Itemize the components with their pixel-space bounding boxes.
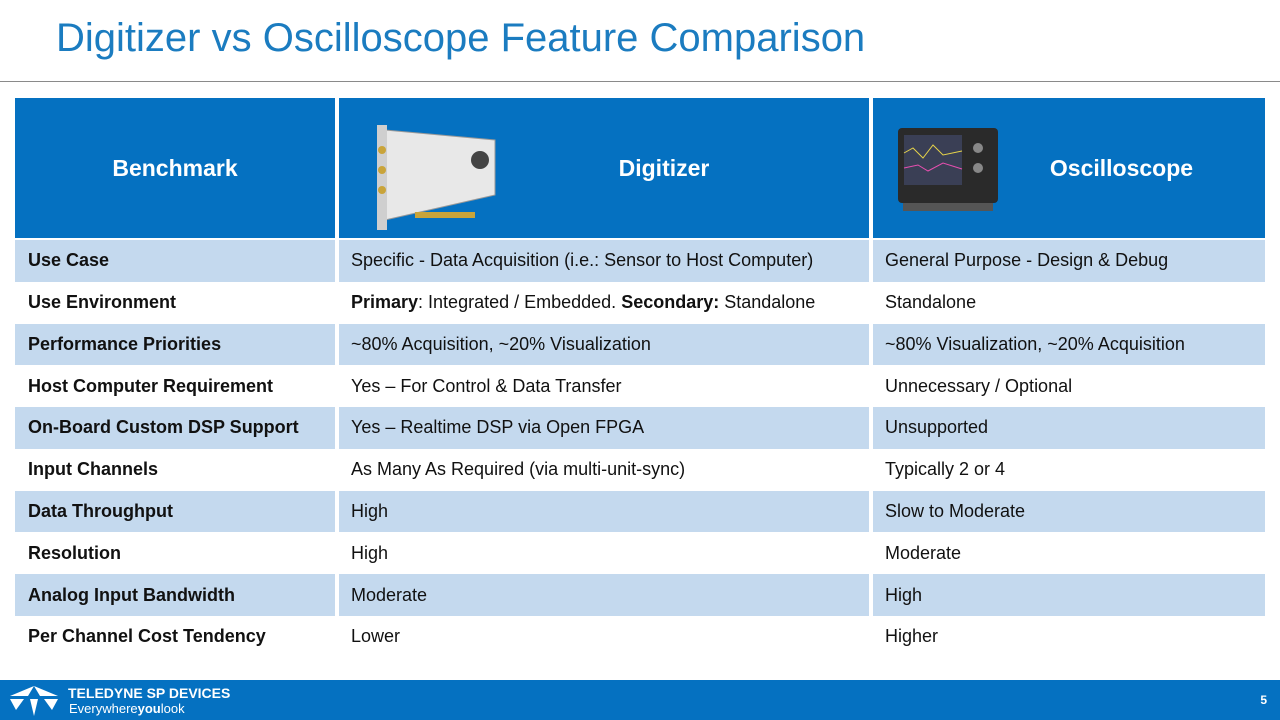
table-cell: Unsupported: [873, 407, 1265, 449]
table-cell: Resolution: [28, 542, 121, 563]
table-cell: Typically 2 or 4: [885, 459, 1006, 480]
table-cell: Moderate: [885, 542, 962, 563]
table-cell: Moderate: [339, 574, 869, 616]
title-rule: [0, 81, 1280, 82]
table-cell: Use Environment: [28, 292, 177, 313]
table-cell: General Purpose - Design & Debug: [873, 240, 1265, 282]
table-cell: Yes – For Control & Data Transfer: [351, 375, 622, 396]
cell-text: Standalone: [719, 292, 816, 313]
table-row: Analog Input Bandwidth Moderate High: [15, 574, 1265, 616]
table-row: Resolution High Moderate: [15, 533, 1265, 575]
table-row: Performance Priorities ~80% Acquisition, …: [15, 323, 1265, 366]
oscilloscope-image: [898, 128, 998, 211]
header-cell: Oscilloscope: [873, 98, 1265, 238]
table-cell: On-Board Custom DSP Support: [15, 407, 335, 449]
table-cell: Host Computer Requirement: [28, 375, 274, 396]
header-cell: Digitizer: [339, 98, 869, 238]
tagline-part: you: [137, 701, 161, 716]
table-row: Use Environment Primary: Integrated / Emb…: [15, 282, 1265, 324]
footer: TELEDYNE SP DEVICES Everywhereyoulook 5: [0, 680, 1280, 720]
tagline: Everywhereyoulook: [69, 701, 185, 716]
table-cell: Input Channels: [28, 459, 158, 480]
table-cell: ~80% Visualization, ~20% Acquisition: [873, 323, 1265, 366]
table-cell: Specific - Data Acquisition (i.e.: Senso…: [339, 240, 869, 282]
table-cell: Slow to Moderate: [873, 490, 1265, 533]
header-cell: Benchmark: [15, 98, 335, 238]
table-row: Data Throughput High Slow to Moderate: [15, 490, 1265, 533]
table-row: Per Channel Cost Tendency Lower Higher: [15, 616, 1265, 658]
table-cell: Standalone: [885, 292, 977, 313]
table-row: On-Board Custom DSP Support Yes – Realtim…: [15, 407, 1265, 449]
table-row: Host Computer Requirement Yes – For Contr…: [15, 365, 1265, 407]
table-row: Use Case Specific - Data Acquisition (i.e…: [15, 240, 1265, 282]
table-cell: Higher: [885, 626, 939, 647]
table-cell: Primary: Integrated / Embedded. Secondar…: [339, 282, 869, 324]
tagline-part: look: [160, 701, 185, 716]
table-cell: Performance Priorities: [15, 323, 335, 366]
table-cell: Analog Input Bandwidth: [15, 574, 335, 616]
header-text: Oscilloscope: [1049, 154, 1194, 181]
table-cell: As Many As Required (via multi-unit-sync…: [351, 459, 686, 480]
table-cell: High: [339, 490, 869, 533]
table-cell: Use Case: [15, 240, 335, 282]
cell-text: Primary: [351, 292, 419, 313]
table-row: Input Channels As Many As Required (via m…: [15, 449, 1265, 491]
table-cell: Yes – Realtime DSP via Open FPGA: [339, 407, 869, 449]
slide-title: Digitizer vs Oscilloscope Feature Compar…: [56, 16, 866, 60]
brand: TELEDYNE SP DEVICES: [68, 685, 231, 701]
table-cell: Data Throughput: [15, 490, 335, 533]
table-cell: High: [873, 574, 1265, 616]
table-cell: Per Channel Cost Tendency: [28, 626, 266, 647]
header-text: Digitizer: [618, 154, 710, 181]
logo-icon: [10, 686, 58, 716]
table-cell: Lower: [351, 626, 401, 647]
table-cell: High: [351, 542, 389, 563]
tagline-part: Everywhere: [69, 701, 138, 716]
digitizer-image: [377, 125, 496, 230]
page-number: 5: [1260, 693, 1267, 707]
cell-text: Secondary:: [621, 292, 720, 313]
table-cell: ~80% Acquisition, ~20% Visualization: [339, 323, 869, 366]
table-cell: Unnecessary / Optional: [885, 375, 1073, 396]
cell-text: : Integrated / Embedded.: [418, 292, 622, 313]
